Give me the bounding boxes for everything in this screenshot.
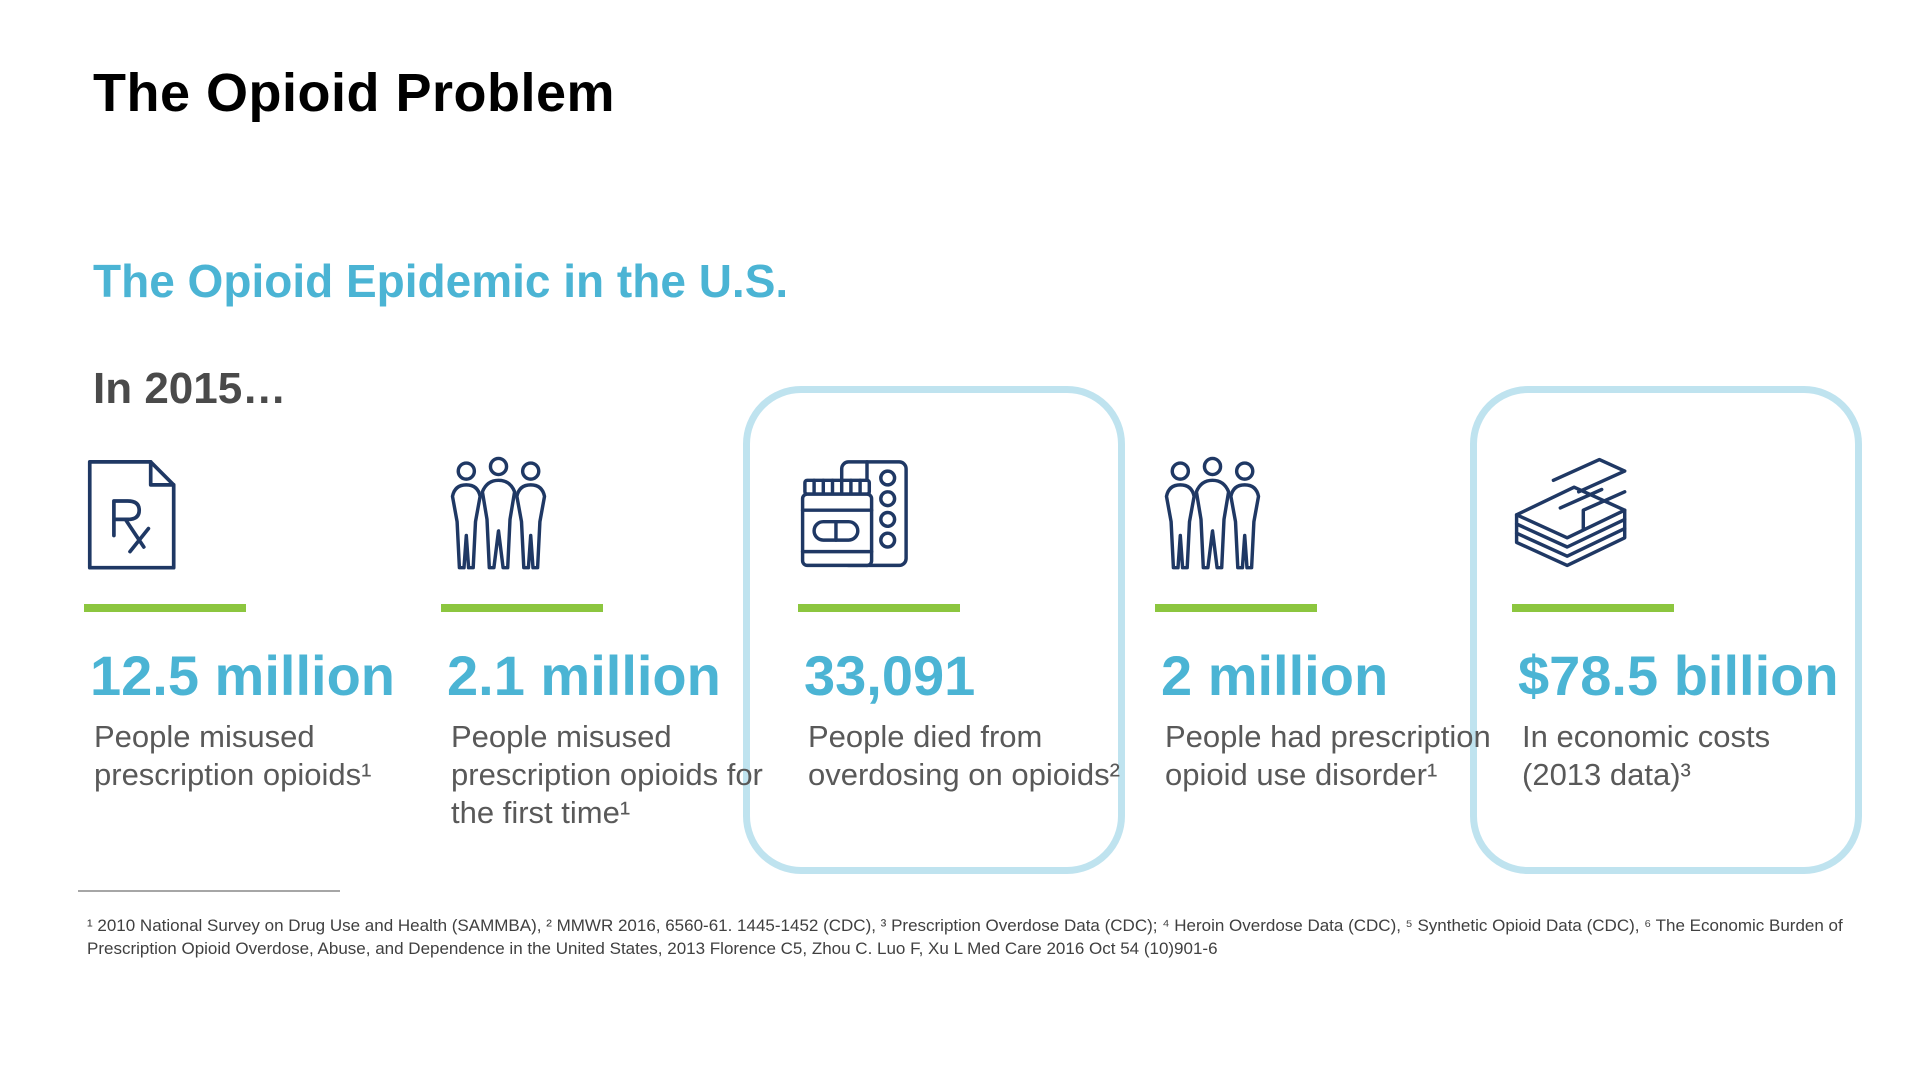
stat-description: People misused prescription opioids for … (451, 719, 763, 830)
year-heading: In 2015… (93, 364, 287, 413)
stat-value: $78.5 billion (1518, 644, 1839, 707)
people-group-icon (441, 455, 556, 570)
accent-bar (1512, 604, 1674, 612)
accent-bar (84, 604, 246, 612)
stat-value: 33,091 (804, 644, 976, 707)
accent-bar (441, 604, 603, 612)
stat-description: In economic costs (2013 data)³ (1522, 719, 1771, 792)
people-group-icon (1155, 455, 1270, 570)
slide-title: The Opioid Problem (93, 63, 616, 123)
stat-value: 12.5 million (90, 644, 395, 707)
pill-bottle-icon (798, 455, 913, 570)
stat-value: 2 million (1161, 644, 1389, 707)
prescription-document-icon (84, 455, 199, 570)
accent-bar (798, 604, 960, 612)
money-stack-icon (1512, 455, 1627, 570)
stat-description: People misused prescription opioids¹ (94, 719, 372, 792)
footnote-references: ¹ 2010 National Survey on Drug Use and H… (87, 916, 1843, 958)
stat-description: People had prescription opioid use disor… (1165, 719, 1491, 792)
slide-subtitle: The Opioid Epidemic in the U.S. (93, 255, 789, 307)
accent-bar (1155, 604, 1317, 612)
footnote-divider (78, 890, 340, 892)
stat-description: People died from overdosing on opioids² (808, 719, 1120, 792)
highlight-box-deaths (743, 386, 1125, 874)
highlight-box-costs (1470, 386, 1862, 874)
stat-value: 2.1 million (447, 644, 721, 707)
